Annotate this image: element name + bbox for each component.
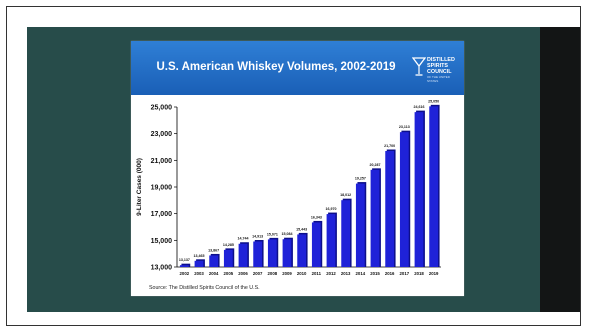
x-tick-label: 2002 [180, 271, 190, 276]
x-tick-label: 2006 [238, 271, 248, 276]
y-tick-label: 21,000 [151, 158, 173, 165]
bar [311, 222, 321, 267]
bar [253, 241, 263, 267]
y-tick-label: 23,000 [151, 131, 173, 138]
x-tick-label: 2003 [194, 271, 204, 276]
logo-line-3: COUNCIL [427, 69, 452, 75]
bar-chart: 13,000 15,000 17,000 19,000 21,000 23,000 25,0… [136, 99, 441, 276]
data-label: 25,050 [428, 99, 439, 103]
y-tick-label: 15,000 [151, 238, 173, 245]
bar [194, 260, 204, 267]
chart-slide: U.S. American Whiskey Volumes, 2002-2019… [131, 41, 464, 296]
y-tick-label: 13,000 [151, 265, 173, 272]
x-tick-label: 2012 [326, 271, 336, 276]
data-label: 15,084 [282, 232, 293, 236]
data-label: 16,970 [326, 207, 337, 211]
side-panel [540, 27, 580, 312]
bar [341, 200, 351, 267]
martini-glass-icon [412, 57, 426, 76]
data-label: 14,285 [223, 243, 234, 247]
x-tick-label: 2018 [414, 271, 424, 276]
logo-subtitle: OF THE UNITED STATES [427, 75, 450, 83]
y-tick-label: 19,000 [151, 185, 173, 192]
chart-title: U.S. American Whiskey Volumes, 2002-2019 [156, 61, 396, 73]
bar [297, 234, 307, 267]
x-tick-label: 2007 [253, 271, 263, 276]
bar [223, 249, 233, 267]
bar [414, 112, 424, 268]
bar [326, 214, 336, 267]
data-label: 21,700 [384, 144, 395, 148]
x-tick-label: 2016 [385, 271, 395, 276]
data-label: 13,137 [179, 258, 190, 262]
bar [399, 132, 409, 267]
y-axis-label: 9-Liter Cases (000) [136, 158, 143, 216]
data-label: 13,867 [208, 248, 219, 252]
bar [429, 106, 439, 267]
x-tick-label: 2004 [209, 271, 219, 276]
x-tick-label: 2013 [341, 271, 351, 276]
bar [209, 255, 219, 267]
logo-line-1: DISTILLED [427, 57, 455, 63]
x-tick-label: 2005 [224, 271, 234, 276]
data-label: 16,343 [311, 215, 322, 219]
data-label: 15,443 [296, 227, 307, 231]
source-note: Source: The Distilled Spirits Council of… [149, 285, 260, 291]
x-tick-label: 2011 [312, 271, 322, 276]
x-tick-label: 2014 [356, 271, 366, 276]
x-tick-label: 2015 [370, 271, 380, 276]
x-tick-label: 2010 [297, 271, 307, 276]
data-label: 23,113 [399, 125, 410, 129]
bar [355, 183, 365, 267]
slide-header: U.S. American Whiskey Volumes, 2002-2019… [131, 41, 464, 95]
x-tick-label: 2008 [268, 271, 278, 276]
x-tick-label: 2017 [400, 271, 410, 276]
data-label: 15,071 [267, 232, 278, 236]
x-tick-label: 2009 [282, 271, 292, 276]
y-tick-label: 25,000 [151, 105, 173, 112]
data-label: 18,012 [340, 193, 351, 197]
distilled-spirits-council-logo: DISTILLED SPIRITS COUNCIL OF THE UNITED … [409, 51, 461, 87]
bar [282, 239, 292, 267]
bar [179, 265, 189, 267]
data-label: 20,287 [370, 163, 381, 167]
data-label: 14,913 [252, 234, 263, 238]
bar [267, 239, 277, 267]
x-tick-label: 2019 [429, 271, 439, 276]
bar [238, 243, 248, 267]
bar [370, 169, 380, 267]
y-tick-label: 17,000 [151, 211, 173, 218]
data-label: 14,744 [238, 237, 249, 241]
data-label: 19,257 [355, 177, 366, 181]
bar [385, 151, 395, 267]
data-label: 24,616 [414, 105, 425, 109]
data-label: 13,465 [194, 254, 205, 258]
logo-line-2: SPIRITS [427, 63, 448, 69]
